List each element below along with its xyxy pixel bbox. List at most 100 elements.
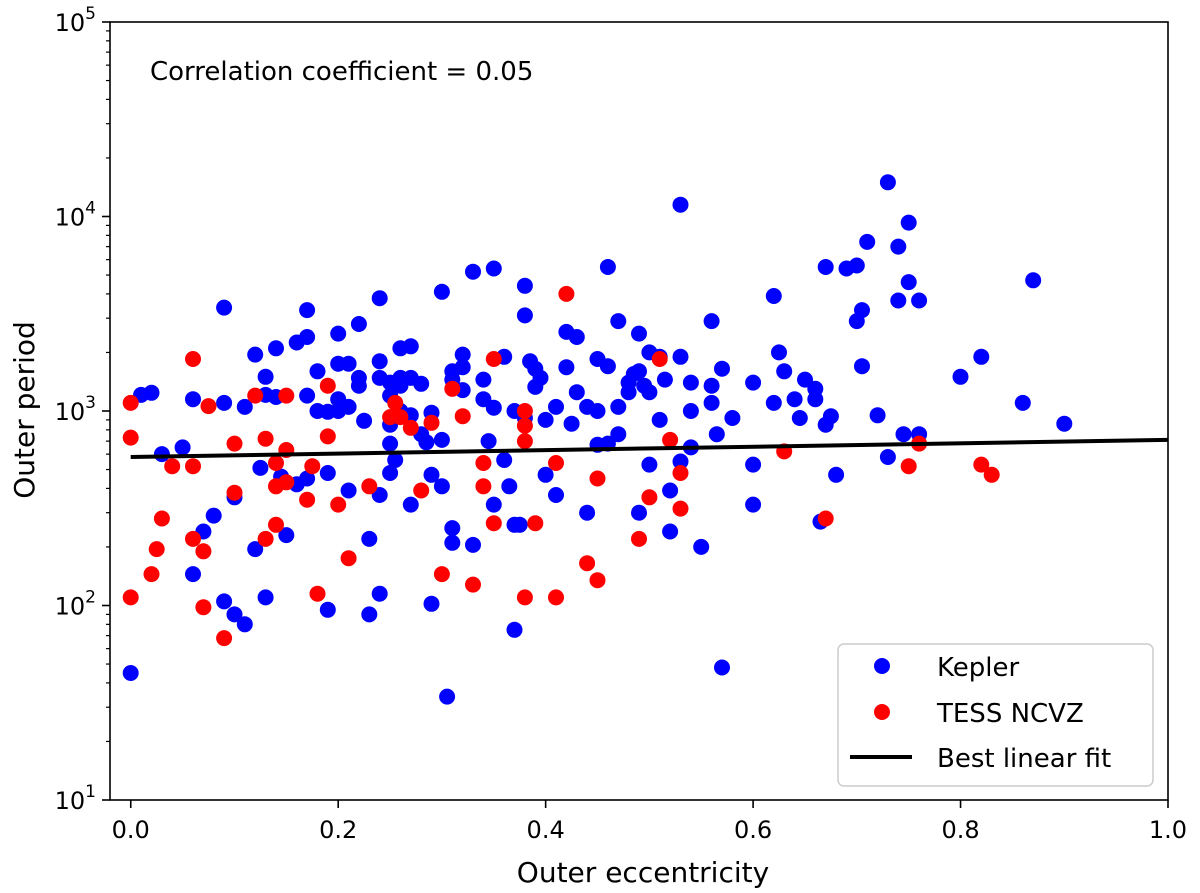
tess-point xyxy=(983,466,1000,483)
kepler-point xyxy=(641,384,658,401)
kepler-point xyxy=(516,307,533,324)
tess-point xyxy=(185,458,201,475)
kepler-point xyxy=(879,174,896,191)
kepler-point xyxy=(413,375,430,392)
kepler-point xyxy=(439,688,456,705)
kepler-point xyxy=(485,260,502,277)
kepler-point xyxy=(226,606,243,623)
kepler-point xyxy=(911,292,928,309)
kepler-point xyxy=(299,387,316,404)
kepler-point xyxy=(465,263,481,280)
kepler-point xyxy=(703,394,720,411)
tess-point xyxy=(143,566,160,583)
kepler-point xyxy=(309,363,326,380)
correlation-annotation: Correlation coefficient = 0.05 xyxy=(150,57,533,87)
kepler-point xyxy=(651,411,668,428)
tess-point xyxy=(268,455,284,471)
kepler-point xyxy=(631,363,647,380)
kepler-point xyxy=(236,616,253,633)
tess-point xyxy=(319,428,336,445)
kepler-point xyxy=(423,466,440,483)
kepler-point xyxy=(185,566,201,583)
kepler-point xyxy=(475,371,492,388)
tess-point xyxy=(257,430,274,447)
kepler-point xyxy=(247,346,264,363)
kepler-point xyxy=(257,589,274,606)
kepler-point xyxy=(817,259,834,275)
x-tick-label: 0.8 xyxy=(941,816,979,844)
kepler-point xyxy=(890,292,907,309)
tess-point xyxy=(444,380,461,397)
kepler-point xyxy=(516,277,533,294)
tess-point xyxy=(516,589,533,606)
kepler-point xyxy=(506,621,523,638)
tess-point xyxy=(195,543,212,560)
kepler-point xyxy=(776,363,793,380)
kepler-point xyxy=(558,359,575,376)
kepler-point xyxy=(807,391,824,408)
kepler-point xyxy=(610,313,627,330)
tess-point xyxy=(122,429,139,446)
tess-point xyxy=(589,470,606,487)
kepler-point xyxy=(454,346,471,363)
kepler-point xyxy=(895,426,912,443)
kepler-point xyxy=(714,659,730,676)
kepler-point xyxy=(532,369,549,386)
kepler-point xyxy=(682,403,699,419)
kepler-point xyxy=(620,384,637,401)
tess-point xyxy=(973,456,990,473)
tess-point xyxy=(153,510,170,527)
kepler-point xyxy=(433,478,450,495)
kepler-point xyxy=(548,487,564,503)
kepler-point xyxy=(268,340,284,357)
kepler-point xyxy=(330,325,347,342)
kepler-point xyxy=(433,283,450,300)
kepler-point xyxy=(340,398,357,415)
legend: Kepler TESS NCVZ Best linear fit xyxy=(837,643,1154,787)
kepler-point xyxy=(454,359,471,376)
tess-point xyxy=(641,489,658,506)
kepler-point xyxy=(496,452,513,468)
y-tick-label: 104 xyxy=(55,199,96,232)
best-fit-line xyxy=(130,437,1169,459)
kepler-point xyxy=(568,384,585,401)
kepler-point xyxy=(423,595,440,612)
tess-point xyxy=(413,482,430,499)
kepler-point xyxy=(672,196,689,213)
x-axis-title: Outer eccentricity xyxy=(517,856,769,889)
y-axis-title: Outer period xyxy=(8,321,41,499)
kepler-point xyxy=(610,426,627,443)
kepler-point xyxy=(765,288,782,304)
kepler-point xyxy=(693,538,710,555)
kepler-point xyxy=(745,496,762,513)
tess-point xyxy=(185,530,201,547)
kepler-point xyxy=(174,439,191,456)
kepler-point xyxy=(656,371,673,388)
kepler-point xyxy=(828,466,845,483)
tess-point xyxy=(216,630,233,647)
kepler-point xyxy=(216,394,233,411)
kepler-point xyxy=(745,374,762,391)
kepler-point xyxy=(236,398,253,415)
kepler-point xyxy=(371,290,388,307)
kepler-point xyxy=(350,316,367,332)
kepler-point xyxy=(599,259,616,275)
kepler-point xyxy=(599,358,616,375)
kepler-point xyxy=(848,257,865,274)
kepler-point xyxy=(252,459,269,476)
kepler-point xyxy=(703,377,720,394)
tess-point xyxy=(485,351,502,367)
tess-point xyxy=(164,458,181,475)
tess-point xyxy=(527,515,544,532)
tess-point xyxy=(200,398,217,415)
tess-point xyxy=(361,478,378,495)
kepler-point xyxy=(278,527,295,544)
kepler-point xyxy=(854,302,870,319)
y-tick-label: 102 xyxy=(55,588,96,621)
kepler-point xyxy=(319,601,336,618)
tess-point xyxy=(319,377,336,394)
kepler-point xyxy=(382,435,399,452)
kepler-point xyxy=(299,302,316,319)
kepler-point xyxy=(869,407,886,424)
kepler-point xyxy=(900,274,917,291)
